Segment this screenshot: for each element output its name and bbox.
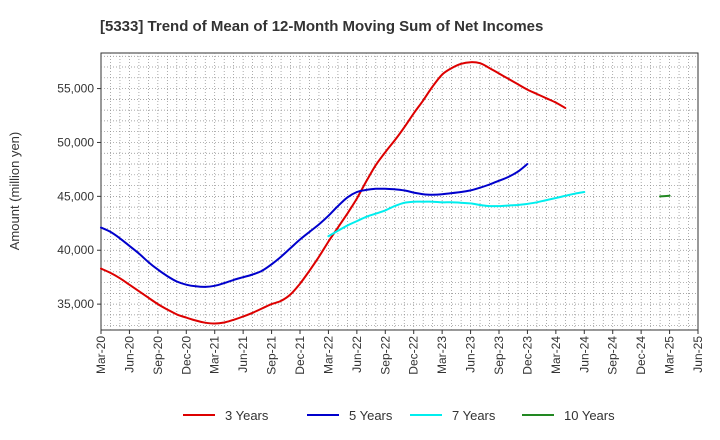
series-line-10-years (659, 194, 671, 198)
x-tick-label: Mar-23 (435, 336, 449, 374)
x-tick-label: Jun-25 (691, 336, 705, 373)
x-tick-label: Mar-25 (663, 336, 677, 374)
plot-area (100, 52, 699, 331)
y-axis-label: Amount (million yen) (7, 132, 22, 251)
chart-title: [5333] Trend of Mean of 12-Month Moving … (100, 18, 543, 35)
x-tick-label: Jun-24 (577, 336, 591, 373)
x-tick-label: Sep-21 (265, 336, 279, 375)
x-tick-label: Jun-20 (122, 336, 136, 373)
x-tick-label: Dec-24 (634, 336, 648, 375)
x-tick-label: Jun-21 (236, 336, 250, 373)
y-tick-label: 35,000 (57, 297, 94, 311)
y-tick-label: 40,000 (57, 243, 94, 257)
series-lines (100, 61, 671, 325)
x-tick-label: Jun-23 (464, 336, 478, 373)
x-tick-label: Jun-22 (350, 336, 364, 373)
legend-label-5-years: 5 Years (349, 408, 393, 423)
x-tick-label: Sep-23 (492, 336, 506, 375)
legend: 3 Years 5 Years 7 Years 10 Years (183, 408, 615, 423)
x-tick-label: Dec-23 (520, 336, 534, 375)
x-axis-ticks: Mar-20 Jun-20 Sep-20 Dec-20 Mar-21 Jun-21 Sep-… (94, 330, 705, 375)
plot-frame (100, 52, 699, 331)
x-tick-label: Sep-24 (606, 336, 620, 375)
x-tick-label: Sep-20 (151, 336, 165, 375)
x-tick-label: Dec-21 (293, 336, 307, 375)
x-tick-label: Mar-22 (321, 336, 335, 374)
x-tick-label: Dec-20 (179, 336, 193, 375)
y-tick-label: 50,000 (57, 135, 94, 149)
legend-label-3-years: 3 Years (225, 408, 269, 423)
series-line-7-years (327, 191, 586, 238)
legend-label-10-years: 10 Years (564, 408, 615, 423)
y-tick-label: 55,000 (57, 82, 94, 96)
y-axis-ticks: 35,000 40,000 45,000 50,000 55,000 (57, 82, 101, 311)
legend-label-7-years: 7 Years (452, 408, 496, 423)
y-tick-label: 45,000 (57, 189, 94, 203)
x-tick-label: Mar-20 (94, 336, 108, 374)
x-tick-label: Sep-22 (378, 336, 392, 375)
series-line-5-years (100, 163, 529, 288)
x-tick-label: Mar-24 (549, 336, 563, 374)
x-tick-label: Mar-21 (208, 336, 222, 374)
x-tick-label: Dec-22 (407, 336, 421, 375)
